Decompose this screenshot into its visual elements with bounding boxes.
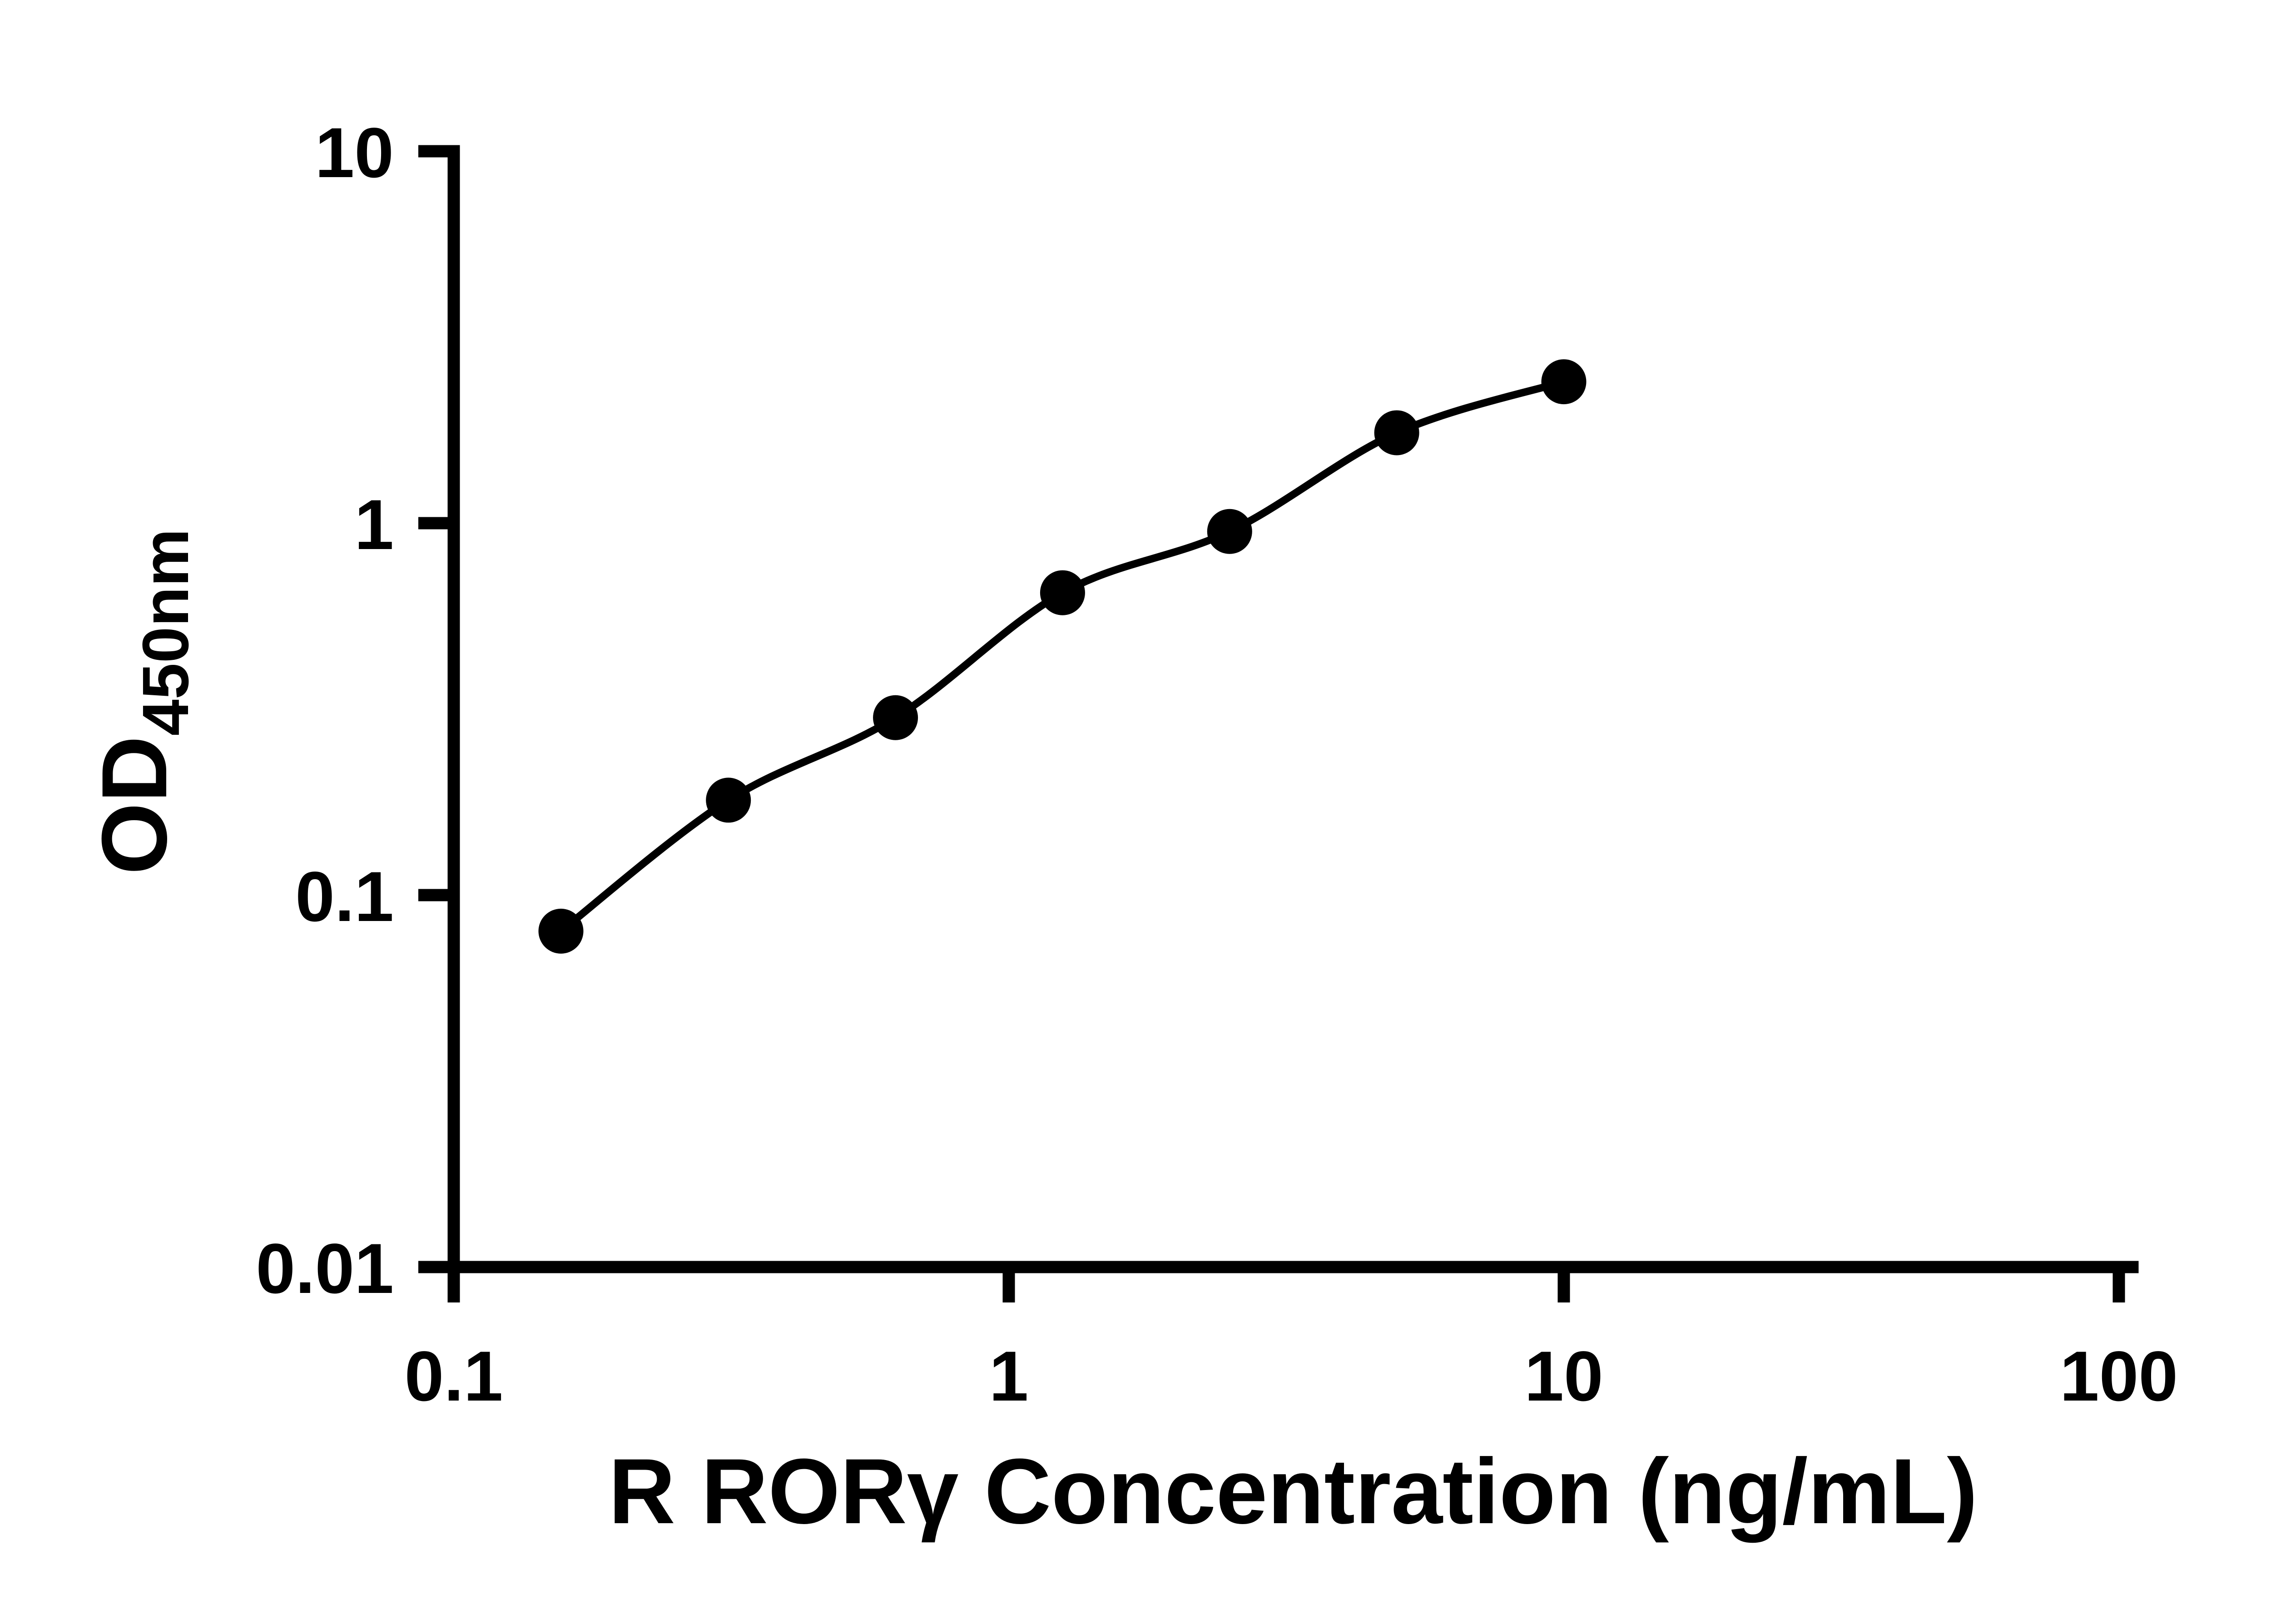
x-axis-title: R RORγ Concentration (ng/mL)	[609, 1440, 1978, 1543]
y-axis-tick-label: 1	[354, 485, 394, 564]
y-axis-title: OD450nm	[83, 529, 202, 875]
axis-spines	[447, 145, 2139, 1273]
data-point	[873, 695, 918, 740]
y-axis-tick-label: 0.01	[256, 1229, 394, 1308]
x-axis-tick-label: 10	[1524, 1337, 1603, 1416]
x-axis-tick-label: 100	[2060, 1337, 2178, 1416]
y-axis-tick-label: 0.1	[295, 857, 394, 936]
data-point	[538, 908, 584, 954]
data-point	[1541, 359, 1587, 405]
x-axis-tick-label: 0.1	[405, 1337, 503, 1416]
data-point	[1374, 410, 1419, 456]
data-point	[1040, 570, 1085, 615]
data-point	[1207, 509, 1252, 554]
y-axis-title-main: OD	[83, 736, 186, 875]
data-layer	[538, 359, 1587, 954]
data-point	[706, 777, 751, 823]
y-axis-title-subscript: 450nm	[129, 529, 202, 736]
y-axis-tick-label: 10	[315, 114, 394, 193]
x-axis-tick-label: 1	[989, 1337, 1029, 1416]
fit-curve	[558, 378, 1565, 934]
